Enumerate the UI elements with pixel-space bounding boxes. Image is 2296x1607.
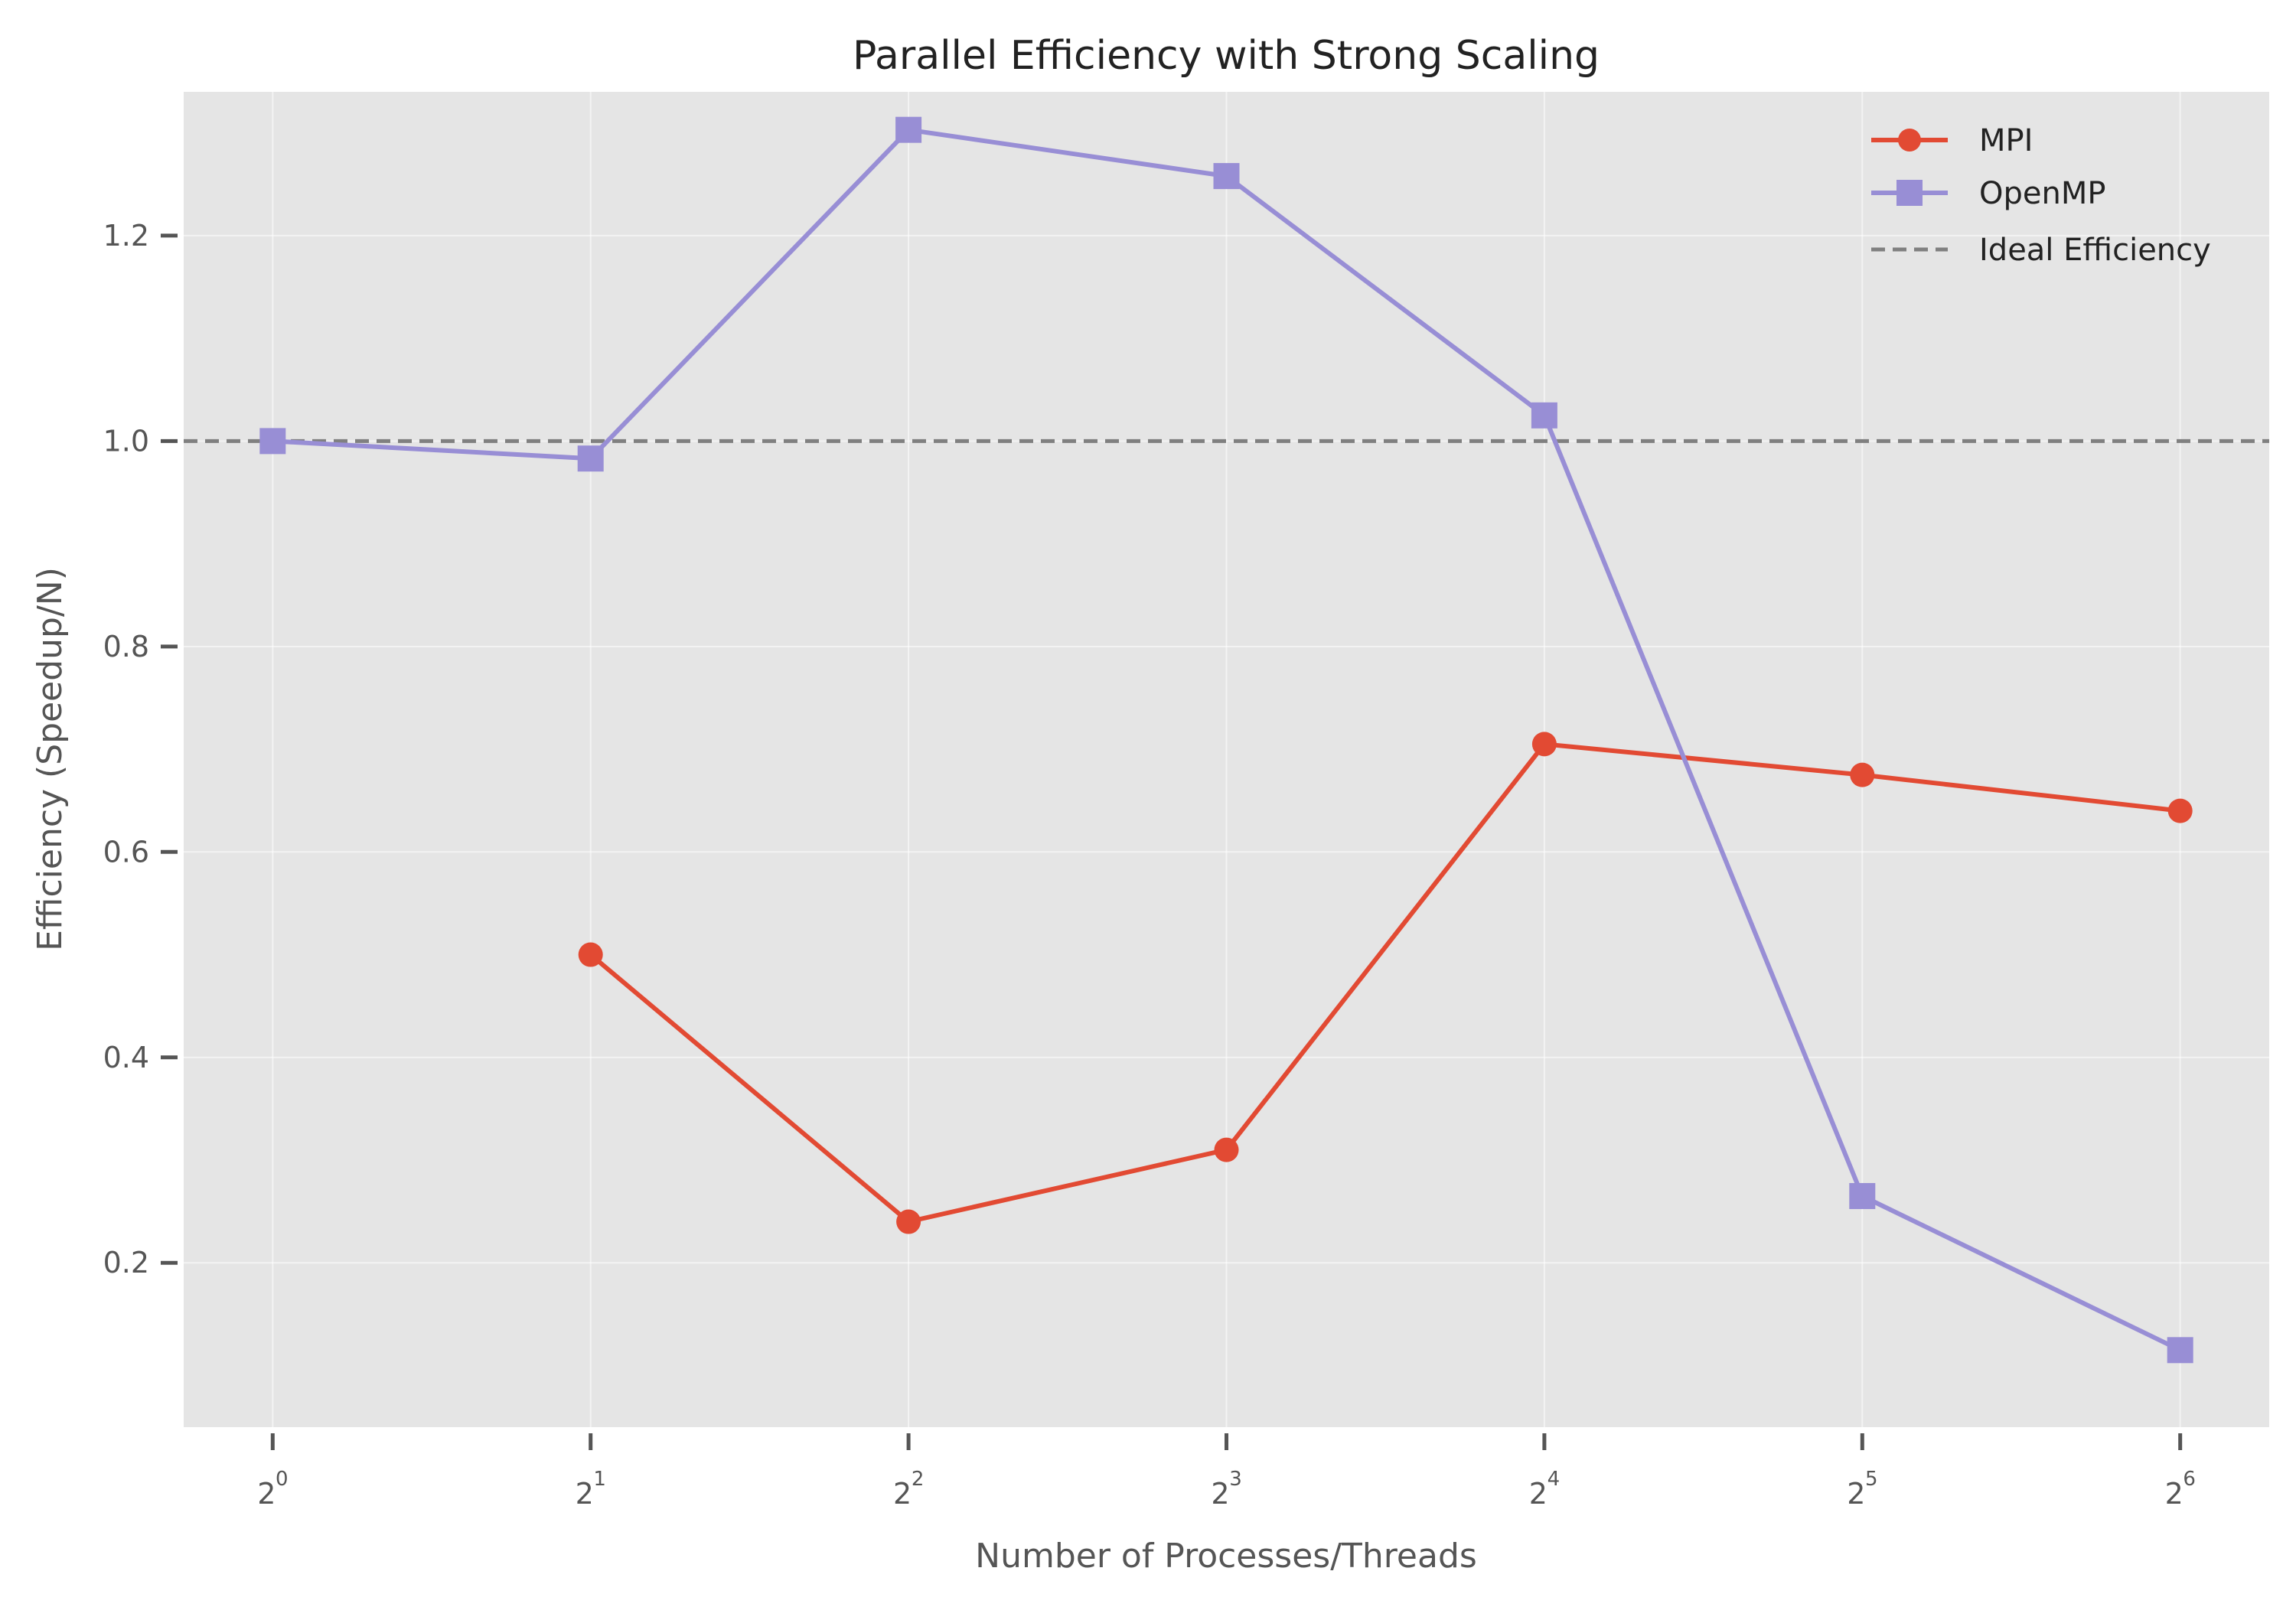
openmp-point (2167, 1337, 2193, 1364)
y-tick-label: 1.2 (103, 219, 149, 253)
series-layer (259, 116, 2193, 1364)
x-axis-label: Number of Processes/Threads (975, 1537, 1477, 1576)
chart-title: Parallel Efficiency with Strong Scaling (853, 33, 1600, 79)
mpi-series-line (589, 742, 2181, 1224)
axis-ticks: 0.20.40.60.81.01.22 0 2 1 2 2 2 3 2 4 2 5 2 6 (103, 219, 2196, 1511)
x-tick-label-exponent: 6 (2183, 1468, 2196, 1491)
legend-openmp-marker (1896, 180, 1923, 206)
y-tick-label: 0.4 (103, 1041, 149, 1074)
openmp-point (1213, 163, 1240, 190)
openmp-point (259, 428, 286, 455)
mpi-point (1531, 732, 1557, 757)
legend-mpi-label: MPI (1979, 123, 2033, 158)
legend-mpi-marker (1898, 129, 1921, 152)
mpi-point (2167, 798, 2193, 823)
openmp-point (1531, 402, 1557, 429)
x-tick-label-base: 2 (1529, 1477, 1548, 1511)
openmp-point (1849, 1182, 1876, 1209)
x-tick-label-base: 2 (257, 1477, 276, 1511)
grid (184, 92, 2269, 1427)
x-tick-label-exponent: 2 (912, 1468, 925, 1491)
mpi-point (1850, 762, 1875, 787)
y-tick-label: 0.6 (103, 835, 149, 869)
legend: MPI OpenMP Ideal Efficiency (1871, 123, 2211, 268)
x-tick-label-exponent: 3 (1229, 1468, 1242, 1491)
x-tick-label-base: 2 (2165, 1477, 2183, 1511)
mpi-point (578, 942, 603, 967)
x-tick-label-exponent: 1 (593, 1468, 606, 1491)
y-tick-label: 0.8 (103, 630, 149, 663)
y-axis-label: Efficiency (Speedup/N) (31, 567, 70, 951)
openmp-point (577, 445, 604, 472)
legend-ideal-label: Ideal Efficiency (1979, 233, 2211, 268)
mpi-point (896, 1209, 921, 1234)
x-tick-label-base: 2 (1211, 1477, 1229, 1511)
x-tick-label-exponent: 5 (1865, 1468, 1878, 1491)
x-tick-label-exponent: 4 (1548, 1468, 1561, 1491)
openmp-point (895, 116, 922, 143)
x-tick-label-base: 2 (893, 1477, 912, 1511)
legend-openmp-label: OpenMP (1979, 176, 2105, 211)
x-tick-label-exponent: 0 (276, 1468, 289, 1491)
x-tick-label-base: 2 (576, 1477, 594, 1511)
x-tick-label-base: 2 (1847, 1477, 1865, 1511)
y-tick-label: 0.2 (103, 1246, 149, 1279)
mpi-point (1214, 1137, 1239, 1162)
y-tick-label: 1.0 (103, 424, 149, 458)
